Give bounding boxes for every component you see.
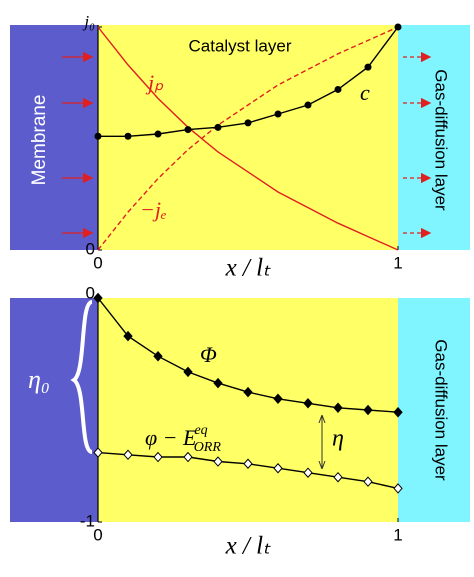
x-axis-label: x / lₜ (225, 533, 271, 560)
marker (243, 386, 253, 398)
series-label: Φ (200, 342, 217, 367)
x-tick-label: 0 (93, 525, 102, 544)
marker (183, 366, 193, 378)
marker (123, 449, 133, 461)
y-tick-label: j₀ (82, 12, 95, 31)
marker (123, 330, 133, 342)
marker (93, 447, 103, 458)
series-label-main: jₚ (145, 70, 164, 95)
marker (93, 292, 103, 304)
bottom-panel-bg (10, 298, 470, 522)
marker (393, 483, 403, 494)
series-label-main: −jₑ (140, 197, 167, 222)
marker (333, 402, 343, 414)
marker (303, 467, 313, 478)
x-axis-label: x / lₜ (225, 255, 271, 282)
series-label: −jₑ (140, 197, 167, 222)
marker (363, 404, 373, 416)
x-tick-label: 1 (393, 525, 402, 544)
marker (213, 377, 223, 389)
series-label-sub: ORR (194, 440, 222, 455)
series-label: φ − Eeq ORR (145, 423, 221, 455)
marker (213, 456, 223, 467)
marker (184, 126, 192, 134)
marker (333, 471, 343, 483)
marker (273, 393, 283, 405)
series-label-sup: eq (194, 423, 207, 438)
series-line (97, 26, 399, 251)
y-tick-label: 0 (86, 283, 95, 302)
series-label-main: φ − E (145, 425, 197, 450)
marker (393, 406, 403, 418)
marker (363, 476, 373, 487)
region-label: Gas-diffusion layer (432, 69, 451, 211)
series-line (97, 26, 399, 251)
marker (153, 350, 163, 362)
marker (244, 119, 252, 127)
marker (94, 132, 102, 140)
region-label: Gas-diffusion layer (432, 339, 451, 481)
marker (364, 63, 372, 71)
marker (124, 132, 132, 140)
marker (304, 101, 312, 109)
x-tick-label: 0 (93, 253, 102, 272)
top-panel-bg (10, 25, 470, 250)
annotation: η (332, 426, 344, 452)
y-tick-label: -1 (80, 511, 95, 530)
marker (274, 110, 282, 118)
marker (214, 123, 222, 131)
marker (153, 451, 163, 463)
marker (183, 451, 193, 463)
series-label-main: Φ (200, 342, 217, 367)
series-label: c (360, 80, 370, 105)
marker (154, 130, 162, 138)
region-label: Membrane (29, 95, 50, 186)
marker (243, 458, 253, 470)
marker (273, 462, 283, 474)
x-tick-label: 1 (393, 253, 402, 272)
annotation: η₀ (28, 365, 50, 394)
series-label-main: c (360, 80, 370, 105)
marker (394, 23, 402, 31)
region-label: Catalyst layer (189, 36, 292, 55)
marker (334, 85, 342, 93)
series-label: jₚ (145, 70, 164, 95)
y-tick-label: 0 (86, 239, 95, 258)
marker (303, 398, 313, 409)
